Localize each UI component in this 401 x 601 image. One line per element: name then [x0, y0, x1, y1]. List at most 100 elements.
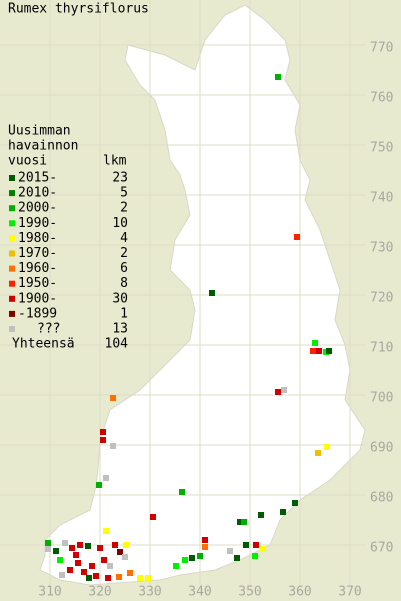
occurrence [316, 348, 322, 354]
occurrence [103, 528, 109, 534]
x-tick-label: 360 [288, 585, 311, 600]
grid [0, 0, 365, 585]
occurrence [75, 560, 81, 566]
occurrence [258, 512, 264, 518]
occurrence [110, 443, 116, 449]
map-title: Rumex thyrsiflorus [8, 2, 149, 17]
legend-heading: havainnon [8, 139, 78, 154]
occurrence [96, 482, 102, 488]
legend-label: 1990- [18, 216, 57, 231]
legend-label: 1900- [18, 291, 57, 306]
occurrence [86, 575, 92, 581]
occurrence [67, 567, 73, 573]
legend-label: 2015- [18, 171, 57, 186]
legend-count: 10 [112, 216, 128, 231]
legend-swatch [9, 175, 15, 181]
occurrence [123, 542, 129, 548]
occurrence [209, 290, 215, 296]
occurrence [73, 552, 79, 558]
points [45, 74, 332, 581]
occurrence [77, 542, 83, 548]
legend-swatch [9, 265, 15, 272]
occurrence [292, 500, 298, 506]
legend-label: -1899 [18, 306, 57, 321]
occurrence [260, 546, 266, 552]
legend-label: 1980- [18, 231, 57, 246]
occurrence [202, 544, 208, 550]
legend-swatch [9, 250, 15, 257]
occurrence [57, 557, 63, 563]
legend-label: ??? [37, 322, 60, 337]
occurrence [312, 340, 318, 346]
legend-label: 1970- [18, 246, 57, 261]
legend-count: 13 [112, 322, 128, 337]
legend-count: 8 [120, 276, 128, 291]
legend-heading: Uusimman [8, 124, 71, 139]
occurrence [116, 574, 122, 580]
occurrence [253, 542, 259, 548]
occurrence [280, 509, 286, 515]
y-tick-label: 680 [370, 491, 393, 506]
occurrence [53, 548, 59, 554]
y-tick-label: 700 [370, 391, 393, 406]
legend-swatch [9, 190, 15, 197]
occurrence [107, 563, 113, 569]
occurrence [150, 514, 156, 520]
legend-count: 23 [112, 171, 128, 186]
occurrence [127, 570, 133, 576]
occurrence [62, 540, 68, 546]
occurrence [45, 546, 51, 552]
occurrence [294, 234, 300, 240]
occurrence [117, 549, 123, 555]
legend-count: 1 [120, 306, 128, 321]
occurrence [315, 450, 321, 456]
occurrence [227, 548, 233, 554]
occurrence [189, 555, 195, 561]
legend-swatch [9, 205, 15, 212]
x-tick-label: 320 [88, 585, 111, 600]
occurrence [145, 575, 151, 581]
occurrence [93, 573, 99, 579]
y-tick-label: 710 [370, 341, 393, 356]
occurrence [97, 545, 103, 551]
y-tick-label: 750 [370, 141, 393, 156]
legend-swatch [9, 310, 15, 317]
occurrence [69, 545, 75, 551]
y-tick-label: 760 [370, 91, 393, 106]
legend-label: 2000- [18, 201, 57, 216]
y-tick-label: 670 [370, 541, 393, 556]
occurrence [122, 554, 128, 560]
y-tick-label: 720 [370, 291, 393, 306]
occurrence [243, 542, 249, 548]
occurrence [275, 389, 281, 395]
occurrence [173, 563, 179, 569]
legend-count: 4 [120, 231, 128, 246]
legend-swatch [9, 326, 15, 332]
occurrence [110, 395, 116, 401]
occurrence [100, 429, 106, 435]
occurrence [234, 555, 240, 561]
legend-swatch [9, 235, 15, 242]
occurrence [103, 475, 109, 481]
y-tick-label: 740 [370, 191, 393, 206]
legend-count: 30 [112, 291, 128, 306]
y-tick-label: 770 [370, 41, 393, 56]
legend-count: 6 [120, 261, 128, 276]
legend-heading: vuosi [8, 154, 47, 169]
legend-label: 1950- [18, 276, 57, 291]
occurrence [252, 553, 258, 559]
x-tick-label: 370 [338, 585, 361, 600]
occurrence [241, 519, 247, 525]
occurrence [85, 543, 91, 549]
occurrence [326, 348, 332, 354]
occurrence [45, 540, 51, 546]
occurrence [324, 444, 330, 450]
legend-label: 1960- [18, 261, 57, 276]
total-count: 104 [105, 337, 129, 352]
occurrence [179, 489, 185, 495]
x-tick-label: 350 [238, 585, 261, 600]
x-tick-label: 340 [188, 585, 211, 600]
y-tick-label: 730 [370, 241, 393, 256]
